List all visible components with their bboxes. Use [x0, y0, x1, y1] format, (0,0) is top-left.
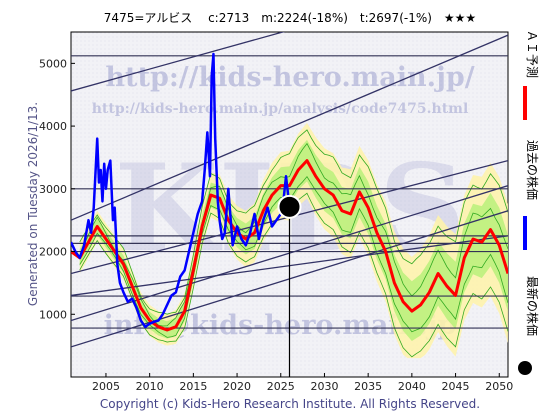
current-marker-layer: [277, 194, 302, 377]
y-tick-label: 5000: [39, 57, 67, 70]
watermark-url-analysis: http://kids-hero.main.jp/analysis/code74…: [92, 101, 469, 117]
legend-label: 最新の株価: [525, 276, 540, 336]
y-tick-label: 2000: [39, 246, 67, 259]
legend-label: 過去の株価: [525, 140, 540, 200]
y-tick-label: 1000: [39, 308, 67, 321]
forecast-band-line: [79, 129, 508, 315]
trend-line: [71, 32, 286, 92]
generated-date: Generated on Tuesday 2026/1/13.: [26, 102, 40, 306]
x-tick-label: 2015: [179, 380, 207, 393]
x-tick-label: 2005: [92, 380, 120, 393]
legend-swatch: [523, 86, 527, 120]
y-tick-label: 4000: [39, 120, 67, 133]
current-price-marker: [277, 194, 302, 219]
y-axis-ticks: 1000 2000 3000 4000 5000: [39, 57, 75, 321]
x-tick-label: 2040: [398, 380, 426, 393]
y-tick-label: 3000: [39, 183, 67, 196]
x-tick-label: 2030: [310, 380, 338, 393]
footer-copyright: Copyright (c) Kids-Hero Research Institu…: [100, 397, 480, 411]
series-layer: [71, 52, 508, 332]
forecast-band-line: [79, 175, 508, 338]
trend-line: [71, 34, 508, 221]
legend-label: ＡＩ予測: [525, 30, 539, 78]
x-axis-ticks: 2005 2010 2015 2020 2025 2030 2035 2040 2045 2050: [92, 373, 513, 393]
watermark-url: http://kids-hero.main.jp/: [105, 62, 474, 93]
x-tick-label: 2010: [136, 380, 164, 393]
x-tick-label: 2050: [485, 380, 513, 393]
past-price-line: [71, 52, 291, 329]
x-tick-label: 2035: [354, 380, 382, 393]
x-tick-label: 2020: [223, 380, 251, 393]
x-tick-label: 2025: [267, 380, 295, 393]
forecast-band-line: [79, 142, 508, 327]
legend-swatch: [518, 361, 532, 375]
legend-swatch: [523, 216, 527, 250]
chart-title: 7475=アルビス c:2713 m:2224(-18%) t:2697(-1%…: [104, 11, 476, 25]
ai-forecast-line: [71, 159, 508, 332]
x-tick-label: 2045: [442, 380, 470, 393]
